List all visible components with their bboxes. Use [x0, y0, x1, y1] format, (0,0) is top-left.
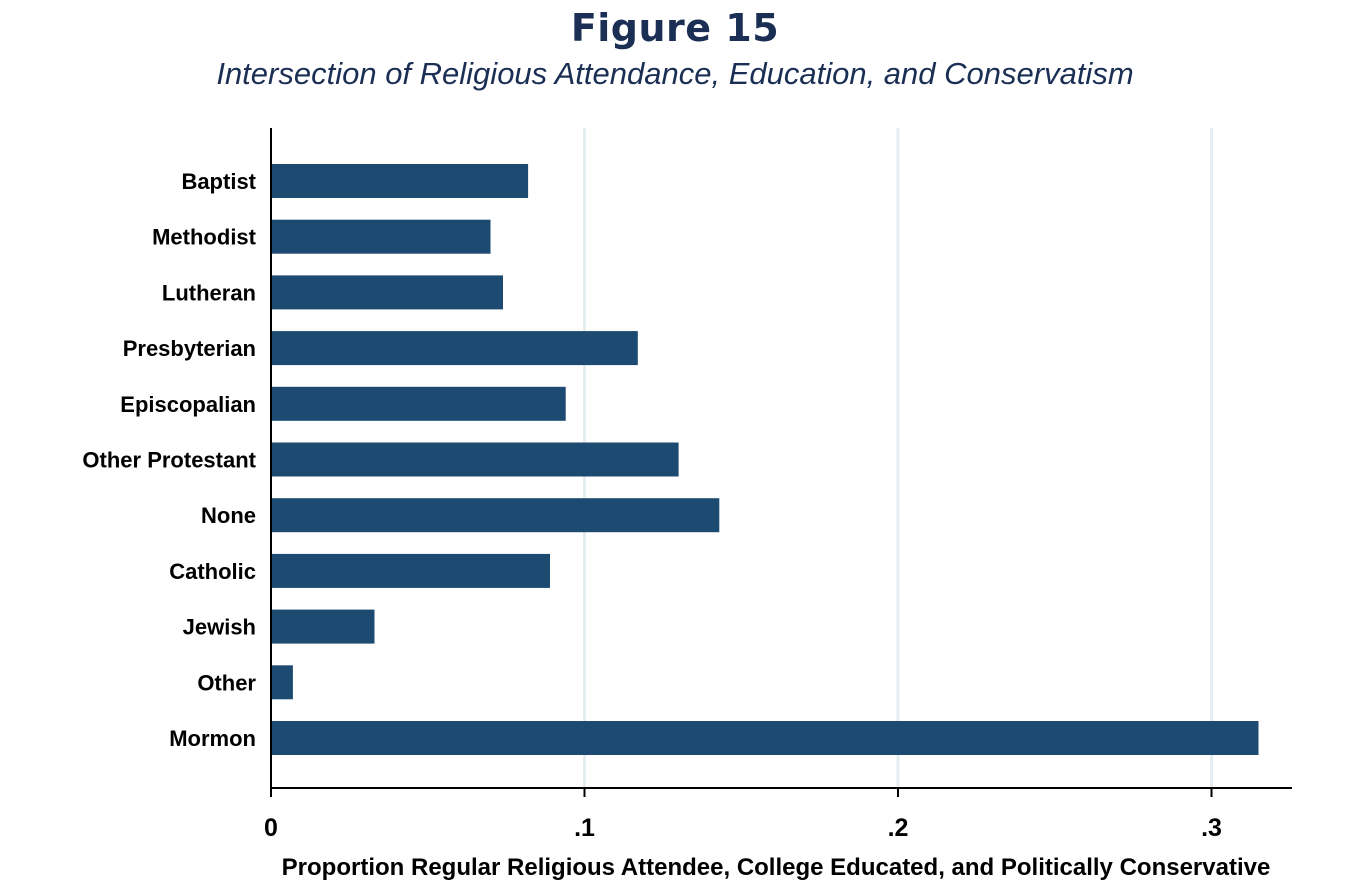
- category-label-mormon: Mormon: [169, 726, 256, 751]
- bar-episcopalian: [271, 387, 566, 421]
- x-tick-label-3: .3: [1201, 814, 1222, 842]
- category-label-methodist: Methodist: [152, 225, 257, 250]
- bar-jewish: [271, 610, 375, 644]
- bar-chart: Baptist Methodist Lutheran Presbyterian Epis…: [0, 0, 1350, 885]
- category-label-lutheran: Lutheran: [162, 280, 256, 305]
- category-label-catholic: Catholic: [169, 559, 256, 584]
- bar-lutheran: [271, 275, 503, 309]
- category-label-other-protestant: Other Protestant: [82, 448, 256, 473]
- bar-presbyterian: [271, 331, 638, 365]
- x-tick-label-2: .2: [888, 814, 909, 842]
- bar-other-protestant: [271, 443, 679, 477]
- x-tick-label-1: .1: [574, 814, 595, 842]
- x-tick-label-0: 0: [264, 814, 278, 842]
- bar-baptist: [271, 164, 528, 198]
- bar-mormon: [271, 721, 1259, 755]
- category-label-baptist: Baptist: [181, 169, 256, 194]
- bar-catholic: [271, 554, 550, 588]
- x-axis-label: Proportion Regular Religious Attendee, C…: [282, 854, 1271, 881]
- bar-methodist: [271, 220, 491, 254]
- category-label-jewish: Jewish: [183, 615, 256, 640]
- bars: [271, 164, 1259, 755]
- category-label-episcopalian: Episcopalian: [120, 392, 256, 417]
- bar-other: [271, 665, 293, 699]
- bar-none: [271, 498, 719, 532]
- category-label-none: None: [201, 503, 256, 528]
- category-label-presbyterian: Presbyterian: [123, 336, 256, 361]
- category-label-other: Other: [197, 670, 256, 695]
